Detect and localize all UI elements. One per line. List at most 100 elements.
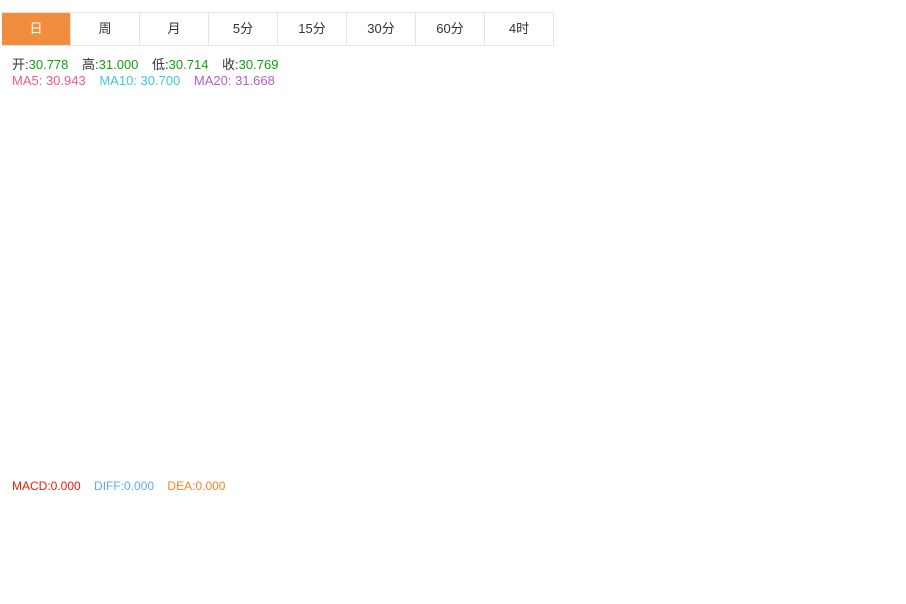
candle[interactable] (637, 203, 647, 301)
macd-readout: MACD:0.000 DIFF:0.000 DEA:0.000 (12, 479, 235, 493)
candle[interactable] (541, 137, 551, 184)
candle[interactable] (145, 416, 155, 443)
candle-body (637, 206, 647, 284)
candle[interactable] (505, 93, 515, 149)
candle[interactable] (157, 399, 167, 441)
candle[interactable] (253, 280, 263, 325)
candle[interactable] (133, 426, 143, 460)
macd-bar (361, 545, 371, 565)
tab-2[interactable]: 月 (140, 13, 209, 45)
candle[interactable] (709, 308, 719, 358)
tab-0[interactable]: 日 (2, 13, 71, 45)
candle[interactable] (625, 192, 635, 227)
candle[interactable] (409, 282, 419, 325)
candle[interactable] (421, 262, 431, 288)
candle[interactable] (73, 394, 83, 429)
candle[interactable] (529, 121, 539, 178)
candle[interactable] (337, 224, 347, 291)
high-label: 高: (82, 57, 99, 72)
candle[interactable] (565, 109, 575, 159)
candle[interactable] (1, 349, 11, 397)
candle[interactable] (373, 223, 383, 270)
candle-body (169, 349, 179, 412)
candle[interactable] (457, 230, 467, 268)
candle[interactable] (205, 291, 215, 316)
candle[interactable] (769, 274, 779, 310)
candle[interactable] (721, 301, 731, 333)
candle[interactable] (673, 263, 683, 322)
candle[interactable] (493, 123, 503, 165)
candle[interactable] (121, 388, 131, 461)
candle[interactable] (781, 290, 791, 305)
candle[interactable] (361, 190, 371, 266)
candle[interactable] (289, 203, 299, 254)
ma5-value: MA5: 30.943 (12, 73, 86, 88)
candle-body (577, 114, 587, 150)
candle[interactable] (217, 279, 227, 357)
candle[interactable] (433, 263, 443, 304)
candle-body (649, 238, 659, 284)
tab-7[interactable]: 4时 (485, 13, 554, 45)
candle[interactable] (397, 302, 407, 331)
candle[interactable] (49, 357, 59, 391)
candle[interactable] (577, 110, 587, 168)
candle[interactable] (265, 226, 275, 310)
candle[interactable] (25, 337, 35, 358)
candle-body (325, 268, 335, 286)
candle[interactable] (349, 228, 359, 270)
macd-bar (661, 543, 671, 545)
candle[interactable] (61, 363, 71, 411)
macd-bar (1, 522, 11, 545)
candle[interactable] (109, 384, 119, 435)
candle[interactable] (517, 95, 527, 167)
tab-3[interactable]: 5分 (209, 13, 278, 45)
candle-body (25, 344, 35, 349)
candle[interactable] (481, 149, 491, 259)
candle[interactable] (277, 226, 287, 263)
candle[interactable] (241, 268, 251, 305)
candle[interactable] (85, 414, 95, 459)
candle[interactable] (601, 182, 611, 224)
candle[interactable] (685, 301, 695, 333)
candle[interactable] (649, 232, 659, 297)
tab-6[interactable]: 60分 (416, 13, 485, 45)
macd-bar (49, 542, 59, 545)
low-value: 30.714 (168, 57, 209, 72)
macd-bar (121, 545, 131, 577)
candle[interactable] (325, 246, 335, 286)
candle[interactable] (181, 294, 191, 352)
candle[interactable] (697, 284, 707, 330)
candle[interactable] (613, 195, 623, 226)
candle[interactable] (385, 250, 395, 336)
macd-bar (721, 545, 731, 547)
candle[interactable] (97, 426, 107, 457)
candle[interactable] (13, 332, 23, 360)
candle[interactable] (733, 276, 743, 330)
candle-body (469, 255, 479, 258)
candle[interactable] (553, 138, 563, 178)
candle[interactable] (757, 273, 767, 302)
tab-4[interactable]: 15分 (278, 13, 347, 45)
candle[interactable] (229, 275, 239, 348)
candle[interactable] (469, 239, 479, 272)
ma-readout: MA5: 30.943 MA10: 30.700 MA20: 31.668 (12, 73, 285, 88)
candle-body (589, 148, 599, 207)
candle[interactable] (445, 255, 455, 304)
candle[interactable] (589, 142, 599, 214)
candle[interactable] (313, 247, 323, 297)
candle-body (121, 402, 131, 450)
price-tick-label: 29.951 (838, 337, 875, 351)
candle[interactable] (193, 286, 203, 312)
macd-bar (181, 545, 191, 555)
candle[interactable] (301, 225, 311, 273)
macd-bar (253, 545, 263, 550)
dea-value: DEA:0.000 (167, 479, 226, 493)
candle-body (517, 96, 527, 153)
candle[interactable] (169, 347, 179, 418)
tab-1[interactable]: 周 (71, 13, 140, 45)
tab-5[interactable]: 30分 (347, 13, 416, 45)
candle[interactable] (745, 264, 755, 289)
candle[interactable] (37, 336, 47, 391)
candle[interactable] (661, 237, 671, 283)
